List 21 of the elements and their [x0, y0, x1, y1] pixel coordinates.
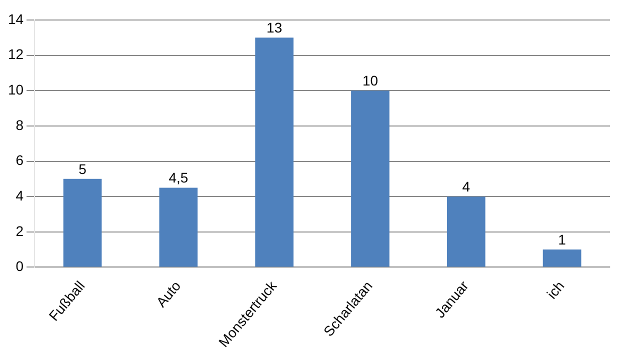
data-label: 1 — [558, 231, 566, 248]
bar — [255, 38, 294, 267]
data-label: 13 — [266, 20, 282, 36]
y-tick-label: 14 — [8, 10, 24, 27]
y-tick-label: 10 — [8, 81, 24, 98]
bar — [542, 250, 582, 267]
bar — [446, 196, 486, 267]
y-tick-label: 0 — [16, 258, 24, 274]
bar — [351, 90, 390, 267]
y-tick-label: 8 — [16, 116, 24, 133]
bar — [159, 188, 198, 267]
data-label: 4 — [462, 178, 470, 194]
x-tick-label: ich — [544, 278, 568, 302]
data-label: 4,5 — [168, 170, 188, 186]
data-label: 10 — [362, 72, 378, 88]
y-tick-label: 6 — [16, 152, 24, 168]
bar — [63, 178, 102, 267]
y-tick-label: 2 — [16, 222, 24, 239]
data-label: 5 — [78, 160, 87, 177]
y-tick-label: 12 — [8, 46, 24, 62]
y-tick-label: 4 — [16, 187, 24, 204]
